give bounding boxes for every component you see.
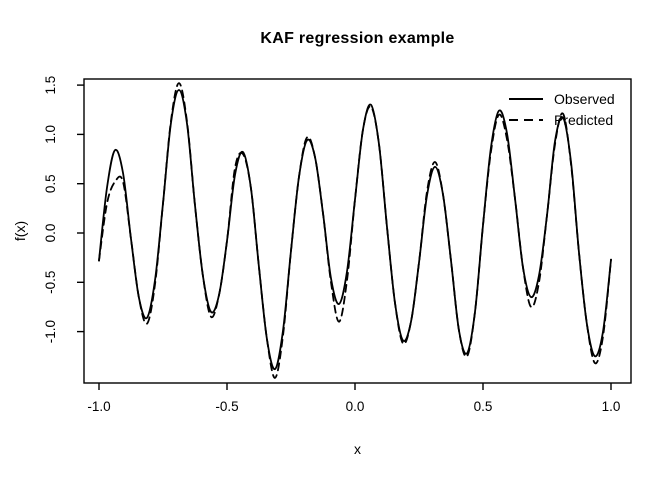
legend-label-predicted: Predicted (554, 111, 614, 128)
y-tick-label: 1.0 (43, 125, 58, 144)
legend-label-observed: Observed (554, 90, 615, 107)
legend-dashed-line-sample (509, 118, 543, 121)
plot-box (83, 78, 632, 384)
x-tick-label: -1.0 (87, 399, 110, 414)
legend-item-observed: Observed (508, 88, 615, 109)
legend-item-predicted: Predicted (508, 109, 615, 130)
y-tick-label: -1.0 (43, 320, 58, 343)
legend: Observed Predicted (508, 88, 615, 130)
y-tick-label: 0.5 (43, 174, 58, 193)
x-tick-label: -0.5 (215, 399, 238, 414)
x-axis-label: x (354, 441, 361, 457)
y-axis-label-text: f(x) (12, 220, 28, 242)
y-tick-label: -0.5 (43, 271, 58, 294)
legend-solid-line-sample (509, 97, 543, 100)
chart-title: KAF regression example (260, 30, 455, 47)
observed-curve (98, 89, 612, 371)
x-tick-label: 0.5 (474, 399, 493, 414)
predicted-curve (98, 82, 612, 379)
y-tick-label: 1.5 (43, 76, 58, 95)
x-tick-label: 0.0 (346, 399, 365, 414)
x-tick-label: 1.0 (602, 399, 621, 414)
y-tick-label: 0.0 (43, 224, 58, 243)
